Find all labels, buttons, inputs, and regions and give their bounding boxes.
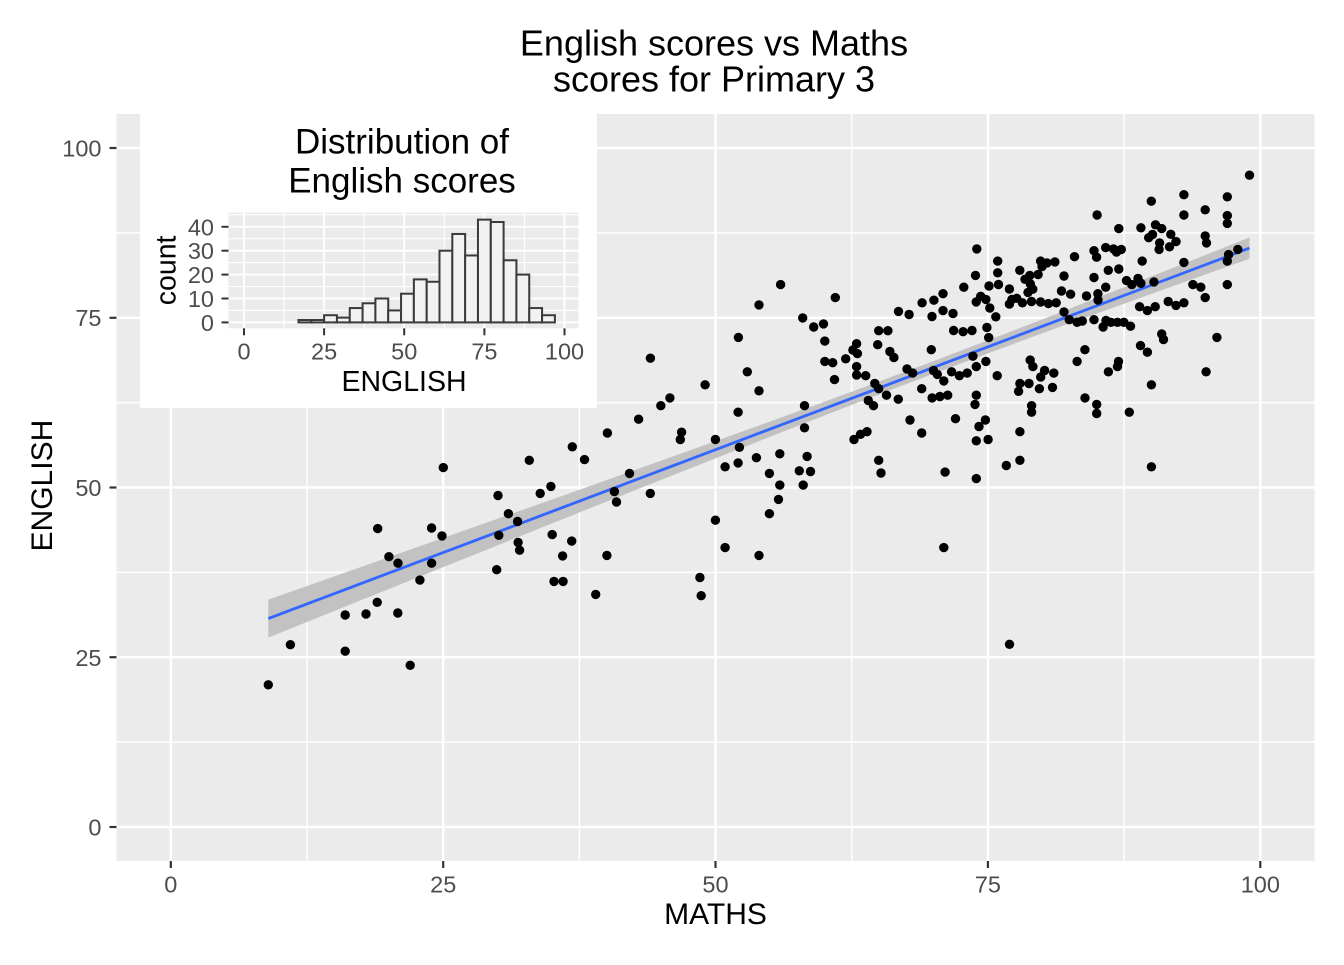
svg-text:ENGLISH: ENGLISH bbox=[26, 420, 59, 552]
svg-text:25: 25 bbox=[311, 339, 337, 365]
svg-text:English scores vs Maths: English scores vs Maths bbox=[520, 23, 908, 64]
svg-text:count: count bbox=[151, 235, 183, 305]
svg-text:50: 50 bbox=[391, 339, 417, 365]
svg-text:English scores: English scores bbox=[288, 161, 516, 200]
svg-text:20: 20 bbox=[188, 262, 214, 288]
svg-text:0: 0 bbox=[164, 872, 177, 898]
svg-text:100: 100 bbox=[62, 136, 101, 162]
svg-text:0: 0 bbox=[88, 815, 101, 841]
svg-text:0: 0 bbox=[201, 310, 214, 336]
svg-text:75: 75 bbox=[975, 872, 1001, 898]
svg-text:25: 25 bbox=[430, 872, 456, 898]
svg-text:0: 0 bbox=[237, 339, 250, 365]
svg-text:100: 100 bbox=[545, 339, 584, 365]
svg-text:75: 75 bbox=[471, 339, 497, 365]
svg-text:25: 25 bbox=[75, 645, 101, 671]
svg-text:40: 40 bbox=[188, 214, 214, 240]
svg-text:50: 50 bbox=[75, 475, 101, 501]
svg-text:50: 50 bbox=[702, 872, 728, 898]
svg-text:75: 75 bbox=[75, 305, 101, 331]
svg-text:ENGLISH: ENGLISH bbox=[341, 366, 466, 398]
svg-text:Distribution of: Distribution of bbox=[295, 123, 509, 162]
svg-text:100: 100 bbox=[1241, 872, 1280, 898]
svg-text:10: 10 bbox=[188, 286, 214, 312]
svg-text:MATHS: MATHS bbox=[664, 898, 767, 931]
svg-text:scores for Primary 3: scores for Primary 3 bbox=[553, 59, 875, 100]
svg-text:30: 30 bbox=[188, 238, 214, 264]
